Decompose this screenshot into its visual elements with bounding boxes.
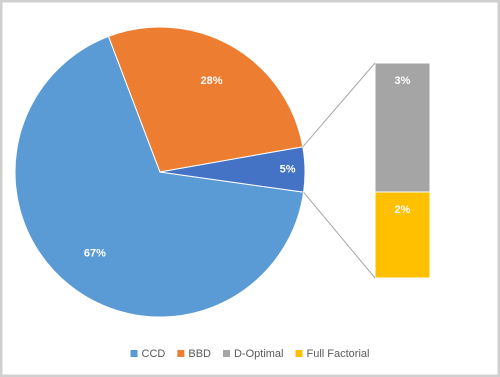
legend-label: CCD [142, 348, 166, 360]
legend-swatch [295, 350, 303, 357]
bar-segment [374, 62, 431, 193]
connector-line [303, 191, 376, 279]
connector-line [302, 62, 376, 148]
legend-swatch [130, 350, 138, 357]
legend-label: Full Factorial [307, 348, 370, 360]
bar-segment [374, 191, 431, 279]
data-label: 28% [201, 75, 223, 87]
legend-swatch [222, 350, 230, 357]
pie-slice [159, 146, 306, 193]
data-label: 67% [84, 247, 106, 259]
pie-slice [107, 26, 304, 173]
legend-label: BBD [188, 348, 211, 360]
data-label: 2% [395, 204, 411, 216]
data-label: 5% [280, 164, 296, 176]
legend-swatch [177, 350, 185, 357]
data-label: 3% [395, 75, 411, 87]
legend-label: D-Optimal [234, 348, 284, 360]
pie-slice [14, 35, 305, 318]
